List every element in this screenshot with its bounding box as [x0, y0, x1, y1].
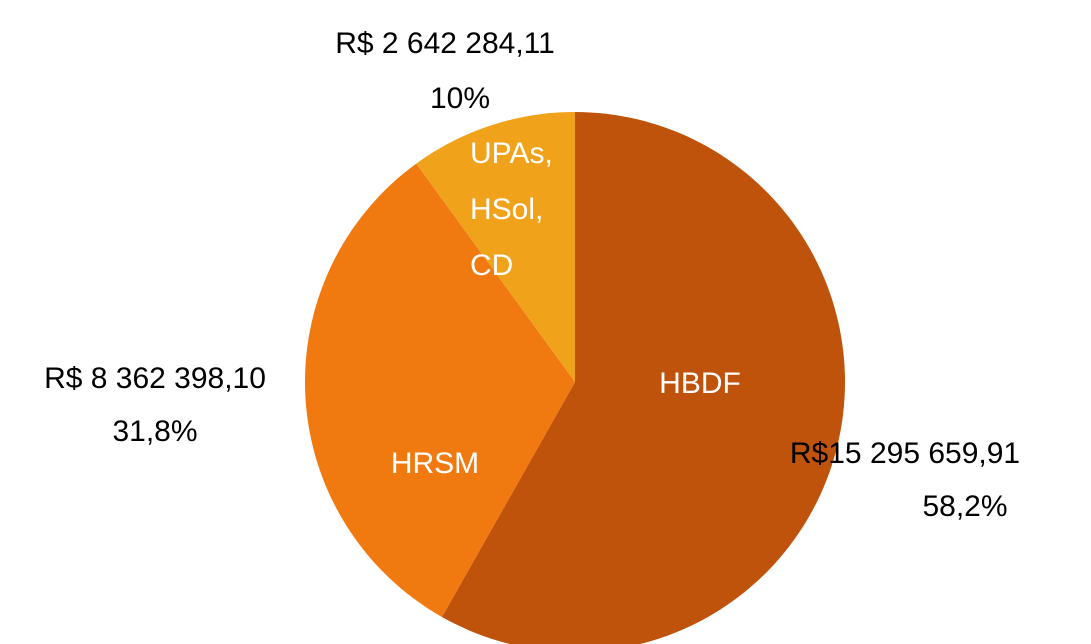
pie-slice [441, 112, 845, 644]
slice-label: UPAs, HSol, CD [470, 137, 553, 282]
percent-label: 58,2% [922, 490, 1007, 523]
slice-label: HRSM [391, 447, 479, 480]
amount-label: R$15 295 659,91 [790, 437, 1020, 470]
amount-label: R$ 8 362 398,10 [44, 362, 266, 395]
pie-slice [416, 112, 575, 382]
slice-label: HBDF [659, 367, 741, 400]
percent-label: 31,8% [112, 415, 197, 448]
amount-label: R$ 2 642 284,11 [335, 27, 555, 60]
percent-label: 10% [430, 82, 490, 115]
pie-slice [305, 163, 575, 617]
